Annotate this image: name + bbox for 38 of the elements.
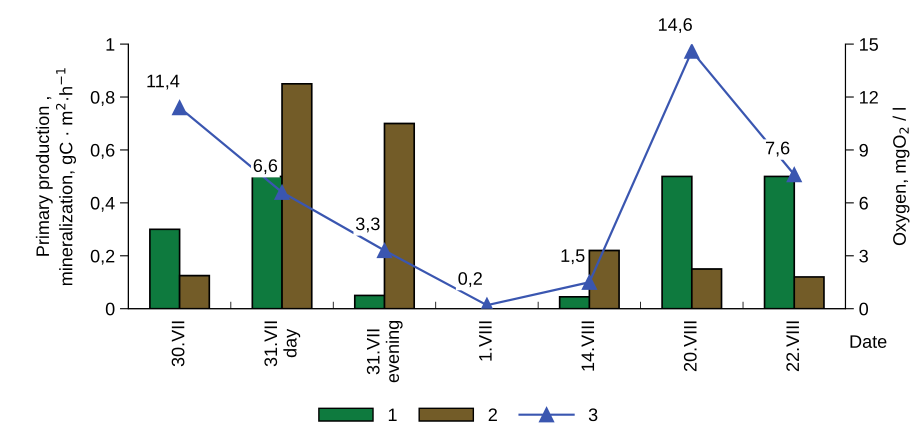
data-label: 1,5: [562, 249, 584, 264]
x-tick-label: 31.VII evening: [366, 320, 403, 382]
point: [274, 184, 290, 200]
y2-axis-title: Oxygen, mgO$_{2}$ / l: [892, 108, 910, 246]
point: [582, 274, 598, 290]
x-tick-label: 14.VIII: [582, 321, 594, 371]
y2-tick-label: 15: [860, 38, 878, 51]
data-label: 7,6: [766, 142, 790, 157]
y-tick-label: 0,8: [90, 90, 114, 106]
x-axis-title: Date: [850, 335, 886, 348]
y-tick-label: 0: [106, 302, 114, 316]
y-tick-label: 0,6: [90, 144, 114, 159]
data-label: 6,6: [254, 159, 278, 174]
y-tick-label: 0,2: [90, 250, 114, 265]
y2-tick-label: 3: [859, 250, 868, 262]
data-label: 0,2: [458, 272, 482, 288]
data-label: 3,3: [356, 217, 380, 232]
data-label: 14,6: [658, 18, 692, 34]
point: [786, 166, 802, 182]
x-tick-label: 22.VIII: [786, 321, 799, 372]
legend-label: 2: [488, 408, 497, 422]
legend-label: 3: [588, 408, 598, 422]
x-tick-label: 1.VIII: [479, 321, 492, 361]
point: [172, 100, 188, 116]
legend-label: 1: [388, 408, 397, 422]
y2-tick-label: 6: [860, 196, 868, 210]
point: [376, 242, 392, 258]
x-tick-label: 31.VII day: [264, 321, 300, 366]
y-tick-label: 1: [106, 38, 114, 51]
y2-tick-label: 12: [860, 90, 878, 104]
point: [684, 44, 700, 59]
y2-tick-label: 0: [859, 302, 868, 316]
x-tick-label: 20.VIII: [684, 321, 697, 372]
y-tick-label: 0,4: [90, 196, 115, 212]
x-tick-label: 30.VII: [172, 321, 184, 366]
y2-tick-label: 9: [860, 144, 868, 157]
y-axis-title: Primary production , mineralization, gC · m$^{2}$·h$^{−1}$: [36, 68, 76, 286]
data-label: 11,4: [147, 74, 180, 90]
